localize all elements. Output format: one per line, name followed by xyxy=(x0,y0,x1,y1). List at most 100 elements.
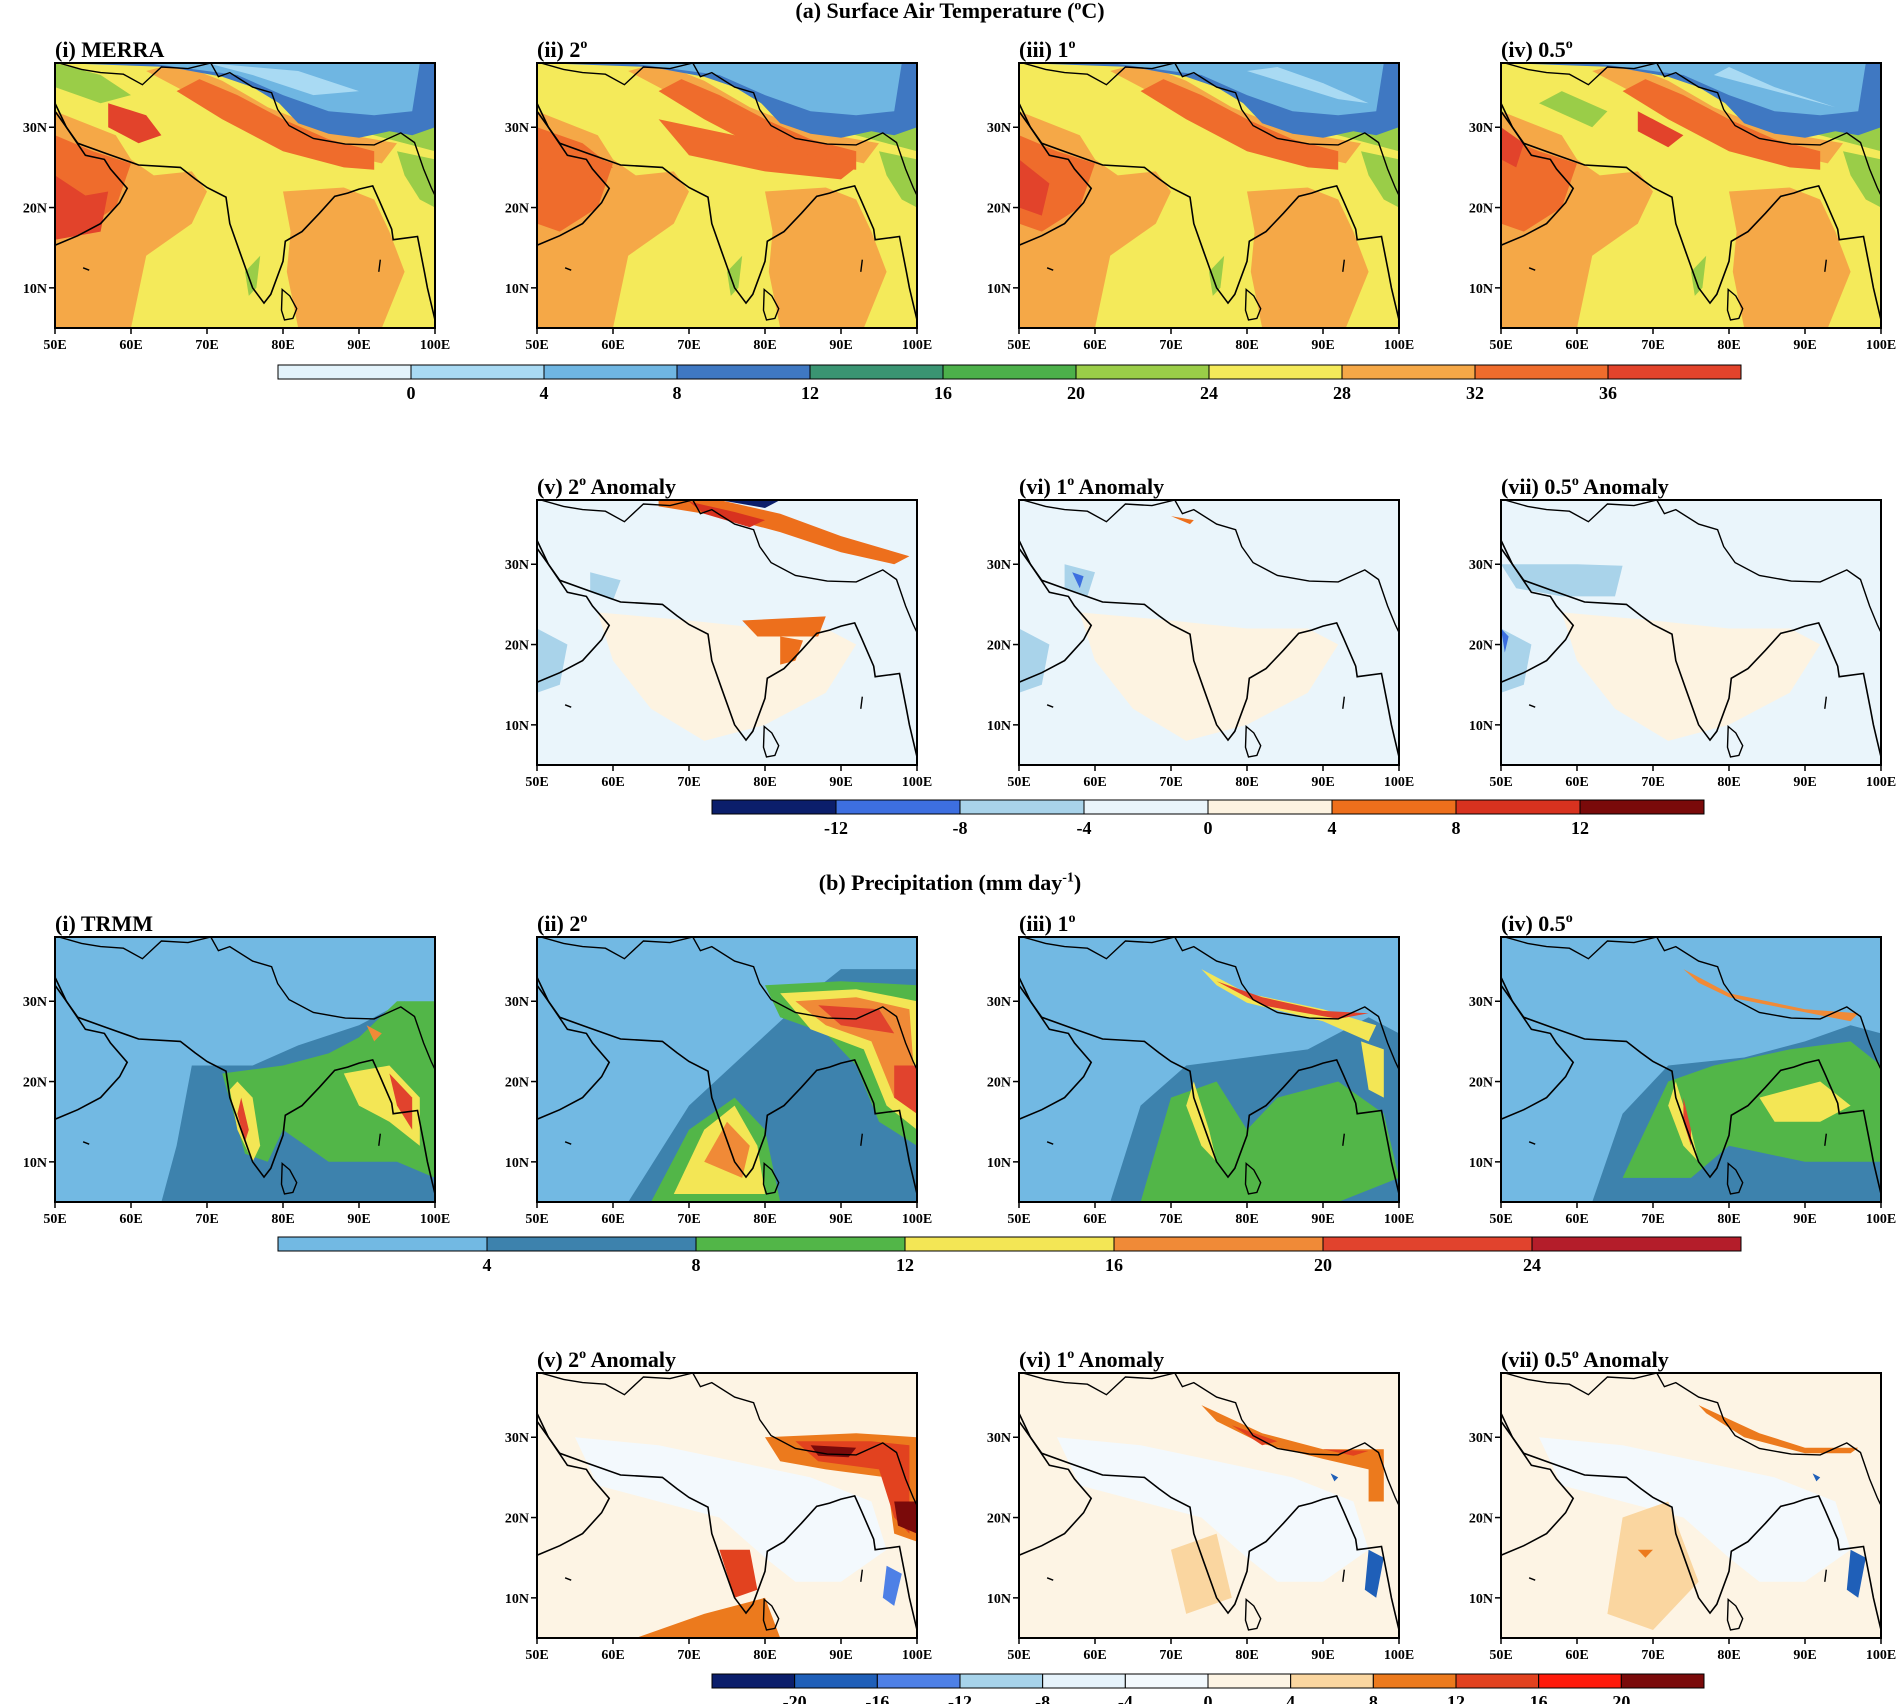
colorbar-swatch xyxy=(1455,799,1581,815)
island-outline xyxy=(1528,1141,1536,1145)
lat-tick-label: 10N xyxy=(987,1156,1011,1171)
field-contours xyxy=(1019,1373,1399,1638)
map-frame xyxy=(54,936,436,1203)
lon-tick-label: 80E xyxy=(1717,775,1740,790)
island-outline xyxy=(762,725,780,758)
lat-tick-label: 30N xyxy=(987,995,1011,1010)
lat-tick-label: 10N xyxy=(987,282,1011,297)
coastline xyxy=(1501,110,1881,321)
panel-title-suffix: Anomaly xyxy=(586,474,676,499)
lon-tick-label: 60E xyxy=(1083,338,1106,353)
island-outline xyxy=(1726,1162,1744,1195)
lat-tick-label: 30N xyxy=(1469,1431,1493,1446)
colorbar-swatch xyxy=(1341,364,1476,380)
colorbar-swatch xyxy=(1083,799,1209,815)
border-line xyxy=(1504,1373,1881,1506)
colorbar-swatch xyxy=(1208,364,1343,380)
panel-title-suffix: Anomaly xyxy=(1579,474,1669,499)
coastline xyxy=(537,547,917,758)
map-frame xyxy=(1018,1372,1400,1639)
lat-tick-label: 30N xyxy=(505,995,529,1010)
lat-tick-label: 20N xyxy=(505,1076,529,1091)
precipitation-heading: (b) Precipitation (mm day-1) xyxy=(818,870,1082,895)
colorbar-label: 0 xyxy=(1204,818,1213,838)
lon-tick-label: 100E xyxy=(1384,1212,1414,1227)
panel-title-main: (v) 2 xyxy=(537,1347,579,1372)
lon-tick-label: 50E xyxy=(1489,338,1512,353)
panel-title: (i) TRMM xyxy=(55,911,153,936)
colorbar-swatch xyxy=(809,364,944,380)
lon-tick-label: 100E xyxy=(902,1648,932,1663)
colorbar-swatch xyxy=(1579,799,1705,815)
lat-tick-label: 10N xyxy=(505,1592,529,1607)
island-outline xyxy=(1726,725,1744,758)
colorbar-label: 4 xyxy=(1328,818,1337,838)
lon-tick-label: 70E xyxy=(677,338,700,353)
colorbar-swatch xyxy=(277,1236,488,1252)
island-outline xyxy=(1244,288,1262,321)
map-panel: 50E 60E 70E 80E 90E 100E 30N 20N 10N (vi) 1o Anom… xyxy=(987,474,1414,790)
lon-tick-label: 80E xyxy=(271,338,294,353)
lon-tick-label: 90E xyxy=(829,338,852,353)
lat-tick-label: 10N xyxy=(987,719,1011,734)
lon-tick-label: 70E xyxy=(195,1212,218,1227)
island-outline xyxy=(1244,1162,1262,1195)
panel-title-main: (vi) 1 xyxy=(1019,1347,1067,1372)
island-outline xyxy=(1528,267,1536,271)
colorbar-label: -4 xyxy=(1118,1692,1133,1704)
lon-tick-label: 100E xyxy=(1866,1648,1896,1663)
map-panel: 50E 60E 70E 80E 90E 100E 30N 20N 10N (iv) 0.5o xyxy=(1469,911,1896,1227)
coastline xyxy=(55,110,435,321)
lon-tick-label: 80E xyxy=(753,1212,776,1227)
map-frame xyxy=(1500,62,1882,329)
lon-tick-label: 60E xyxy=(601,775,624,790)
lat-tick-label: 20N xyxy=(23,202,47,217)
panel-title: (v) 2o Anomaly xyxy=(537,474,676,499)
colorbar: -12 -8 -4 0 4 8 12 xyxy=(711,799,1705,838)
island-outline xyxy=(1824,1569,1827,1582)
lon-tick-label: 60E xyxy=(1565,1212,1588,1227)
lon-tick-label: 90E xyxy=(347,1212,370,1227)
coastline xyxy=(1501,984,1881,1195)
colorbar: -20 -16 -12 -8 -4 0 4 8 12 16 20 xyxy=(711,1673,1705,1704)
coastline xyxy=(1501,547,1881,758)
lat-tick-label: 10N xyxy=(23,282,47,297)
lon-tick-label: 80E xyxy=(1235,1212,1258,1227)
border-line xyxy=(540,1373,917,1506)
coastline xyxy=(1019,110,1399,321)
lon-tick-label: 100E xyxy=(1384,338,1414,353)
colorbar-swatch xyxy=(1042,1673,1126,1689)
panel-title: (vi) 1o Anomaly xyxy=(1019,1347,1164,1372)
coastline xyxy=(537,110,917,321)
island-outline xyxy=(1726,288,1744,321)
lon-tick-label: 80E xyxy=(753,338,776,353)
panel-title-main: (vii) 0.5 xyxy=(1501,474,1572,499)
lon-tick-label: 50E xyxy=(1489,1648,1512,1663)
colorbar-label: 36 xyxy=(1599,383,1617,403)
island-outline xyxy=(1046,1141,1054,1145)
lon-tick-label: 80E xyxy=(271,1212,294,1227)
island-outline xyxy=(1824,1133,1827,1146)
coastline xyxy=(1019,547,1399,758)
colorbar-label: -8 xyxy=(953,818,968,838)
panel-title: (vii) 0.5o Anomaly xyxy=(1501,1347,1669,1372)
lon-tick-label: 100E xyxy=(902,775,932,790)
lat-tick-label: 30N xyxy=(1469,121,1493,136)
lat-tick-label: 10N xyxy=(505,1156,529,1171)
panel-title-main: (v) 2 xyxy=(537,474,579,499)
panel-title: (i) MERRA xyxy=(55,37,164,62)
map-panel: 50E 60E 70E 80E 90E 100E 30N 20N 10N (vii) 0.5o A… xyxy=(1469,474,1896,790)
lon-tick-label: 70E xyxy=(1641,775,1664,790)
panel-title: (iv) 0.5o xyxy=(1501,37,1573,62)
panel-title: (ii) 2o xyxy=(537,911,587,936)
lat-tick-label: 20N xyxy=(505,1512,529,1527)
lon-tick-label: 90E xyxy=(1793,1648,1816,1663)
panel-title-main: (iii) 1 xyxy=(1019,911,1069,936)
panel-title: (vi) 1o Anomaly xyxy=(1019,474,1164,499)
colorbar-swatch xyxy=(835,799,961,815)
lat-tick-label: 20N xyxy=(987,1076,1011,1091)
panel-title: (vii) 0.5o Anomaly xyxy=(1501,474,1669,499)
lat-tick-label: 30N xyxy=(23,995,47,1010)
colorbar-label: 4 xyxy=(483,1255,492,1275)
